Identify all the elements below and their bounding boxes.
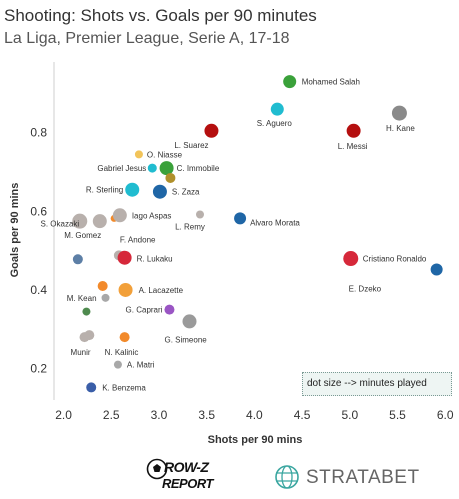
globe-icon bbox=[275, 465, 299, 489]
x-tick-label: 6.0 bbox=[437, 408, 454, 422]
data-point[interactable] bbox=[101, 293, 110, 302]
x-axis-title: Shots per 90 mins bbox=[208, 434, 303, 446]
y-tick-label: 0.4 bbox=[30, 283, 47, 297]
point-label: F. Andone bbox=[120, 235, 156, 244]
x-tick-label: 3.5 bbox=[198, 408, 215, 422]
point-label: G. Caprari bbox=[126, 306, 163, 315]
point-label: R. Sterling bbox=[86, 186, 123, 195]
x-tick-label: 4.0 bbox=[246, 408, 263, 422]
x-tick-label: 3.0 bbox=[151, 408, 168, 422]
y-tick-label: 0.8 bbox=[30, 126, 47, 140]
rowz-report-logo: ROW-Z REPORT bbox=[146, 456, 213, 494]
point-label: Cristiano Ronaldo bbox=[363, 255, 427, 264]
point-label: Iago Aspas bbox=[132, 211, 172, 220]
x-tick-label: 4.5 bbox=[294, 408, 311, 422]
data-point[interactable] bbox=[346, 123, 361, 138]
data-point[interactable] bbox=[430, 263, 443, 276]
point-label: Mohamed Salah bbox=[302, 78, 360, 87]
point-label: M. Gomez bbox=[64, 231, 101, 240]
point-label: H. Kane bbox=[386, 124, 415, 133]
data-point[interactable] bbox=[270, 102, 284, 116]
data-point[interactable] bbox=[343, 251, 359, 267]
stratabet-logo: STRATABET bbox=[274, 464, 454, 494]
point-label: N. Kalinic bbox=[105, 348, 139, 357]
data-point[interactable] bbox=[152, 184, 167, 199]
data-point[interactable] bbox=[147, 163, 157, 173]
point-label: Gabriel Jesus bbox=[97, 164, 146, 173]
data-point[interactable] bbox=[117, 250, 132, 265]
y-tick-label: 0.6 bbox=[30, 204, 47, 218]
data-point[interactable] bbox=[204, 123, 219, 138]
rowz-logo-text: ROW-Z bbox=[164, 459, 209, 475]
data-point[interactable] bbox=[84, 330, 95, 341]
data-point[interactable] bbox=[97, 281, 108, 292]
data-point[interactable] bbox=[125, 182, 140, 197]
point-label: O. Niasse bbox=[147, 150, 183, 159]
point-label: S. Aguero bbox=[257, 119, 293, 128]
rowz-logo-subtext: REPORT bbox=[162, 476, 213, 491]
data-point[interactable] bbox=[195, 210, 204, 219]
data-point[interactable] bbox=[134, 150, 143, 159]
data-point[interactable] bbox=[182, 314, 197, 329]
data-point[interactable] bbox=[283, 75, 297, 89]
y-axis-title: Goals per 90 mins bbox=[9, 183, 21, 278]
point-label: Munir bbox=[71, 348, 91, 357]
data-point[interactable] bbox=[164, 304, 175, 315]
size-legend-note: dot size --> minutes played bbox=[302, 372, 452, 396]
point-label: G. Simeone bbox=[164, 335, 207, 344]
data-point[interactable] bbox=[92, 214, 107, 229]
data-point[interactable] bbox=[119, 332, 130, 343]
x-tick-label: 5.5 bbox=[389, 408, 406, 422]
data-point[interactable] bbox=[165, 172, 176, 183]
point-label: E. Dzeko bbox=[349, 285, 382, 294]
data-point[interactable] bbox=[82, 307, 91, 316]
point-label: R. Lukaku bbox=[137, 255, 173, 264]
stratabet-logo-text: STRATABET bbox=[306, 467, 420, 488]
x-tick-label: 5.0 bbox=[341, 408, 358, 422]
data-point[interactable] bbox=[391, 105, 407, 121]
y-tick-labels: 0.2 0.4 0.6 0.8 bbox=[30, 126, 47, 376]
chart-title: Shooting: Shots vs. Goals per 90 minutes bbox=[4, 6, 317, 25]
data-point[interactable] bbox=[86, 382, 97, 393]
data-point[interactable] bbox=[234, 212, 247, 225]
point-label: L. Suarez bbox=[174, 141, 208, 150]
point-label: K. Benzema bbox=[102, 383, 146, 392]
y-tick-label: 0.2 bbox=[30, 362, 47, 376]
data-points: Mohamed Salah S. Aguero H. Kane L. Suarez L.… bbox=[41, 75, 443, 393]
data-point[interactable] bbox=[72, 254, 83, 265]
point-label: A. Matri bbox=[127, 361, 155, 370]
data-point[interactable] bbox=[113, 360, 122, 369]
x-tick-label: 2.5 bbox=[103, 408, 120, 422]
data-point[interactable] bbox=[159, 161, 174, 176]
point-label: L. Remy bbox=[175, 222, 205, 231]
point-label: L. Messi bbox=[338, 142, 368, 151]
point-label: A. Lacazette bbox=[139, 286, 184, 295]
data-point[interactable] bbox=[112, 208, 127, 223]
data-point[interactable] bbox=[72, 213, 88, 229]
football-icon bbox=[146, 458, 168, 480]
point-label: Alvaro Morata bbox=[250, 218, 300, 227]
point-label: M. Kean bbox=[67, 294, 97, 303]
chart-subtitle: La Liga, Premier League, Serie A, 17-18 bbox=[4, 30, 290, 47]
point-label: S. Okazaki bbox=[41, 219, 80, 228]
point-label: S. Zaza bbox=[172, 188, 200, 197]
point-label: C. Immobile bbox=[177, 164, 220, 173]
x-tick-label: 2.0 bbox=[55, 408, 72, 422]
data-point[interactable] bbox=[118, 282, 133, 297]
x-tick-labels: 2.0 2.5 3.0 3.5 4.0 4.5 5.0 5.5 6.0 bbox=[55, 408, 454, 422]
